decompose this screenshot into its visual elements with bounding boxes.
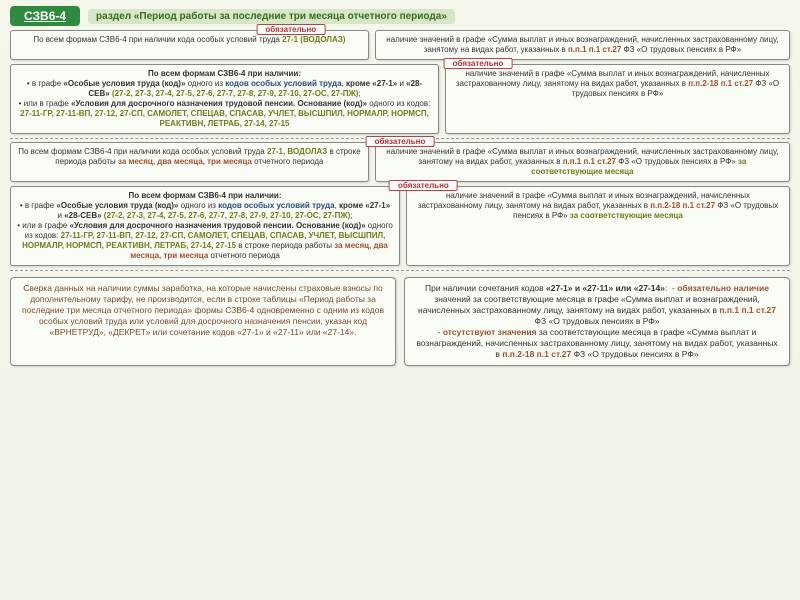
footer-row: Сверка данных на наличии суммы заработка… (10, 277, 790, 366)
divider (10, 270, 790, 271)
condition-box: По всем формам СЗВ6-4 при наличии:• в гр… (10, 186, 400, 266)
condition-box: По всем формам СЗВ6-4 при наличии:• в гр… (10, 64, 439, 134)
footer-note-right: При наличии сочетания кодов «27-1» и «27… (404, 277, 790, 366)
required-tag: обязательно (366, 136, 435, 147)
section-title: раздел «Период работы за последние три м… (88, 9, 455, 24)
required-tag: обязательно (389, 180, 458, 191)
form-badge: СЗВ6-4 (10, 6, 80, 26)
footer-note-left: Сверка данных на наличии суммы заработка… (10, 277, 396, 366)
rule-row-3: обязательно По всем формам СЗВ6-4 при на… (10, 142, 790, 182)
rule-row-4: обязательно По всем формам СЗВ6-4 при на… (10, 186, 790, 266)
required-tag: обязательно (444, 58, 513, 69)
requirement-box: наличие значений в графе «Сумма выплат и… (375, 30, 790, 60)
requirement-box: наличие значений в графе «Сумма выплат и… (406, 186, 790, 266)
requirement-box: наличие значений в графе «Сумма выплат и… (375, 142, 790, 182)
required-tag: обязательно (256, 24, 325, 35)
condition-box: По всем формам СЗВ6-4 при наличии кода о… (10, 142, 369, 182)
rule-row-1: обязательно По всем формам СЗВ6-4 при на… (10, 30, 790, 60)
requirement-box: наличие значений в графе «Сумма выплат и… (445, 64, 790, 134)
rule-row-2: обязательно По всем формам СЗВ6-4 при на… (10, 64, 790, 134)
header: СЗВ6-4 раздел «Период работы за последни… (10, 6, 790, 26)
